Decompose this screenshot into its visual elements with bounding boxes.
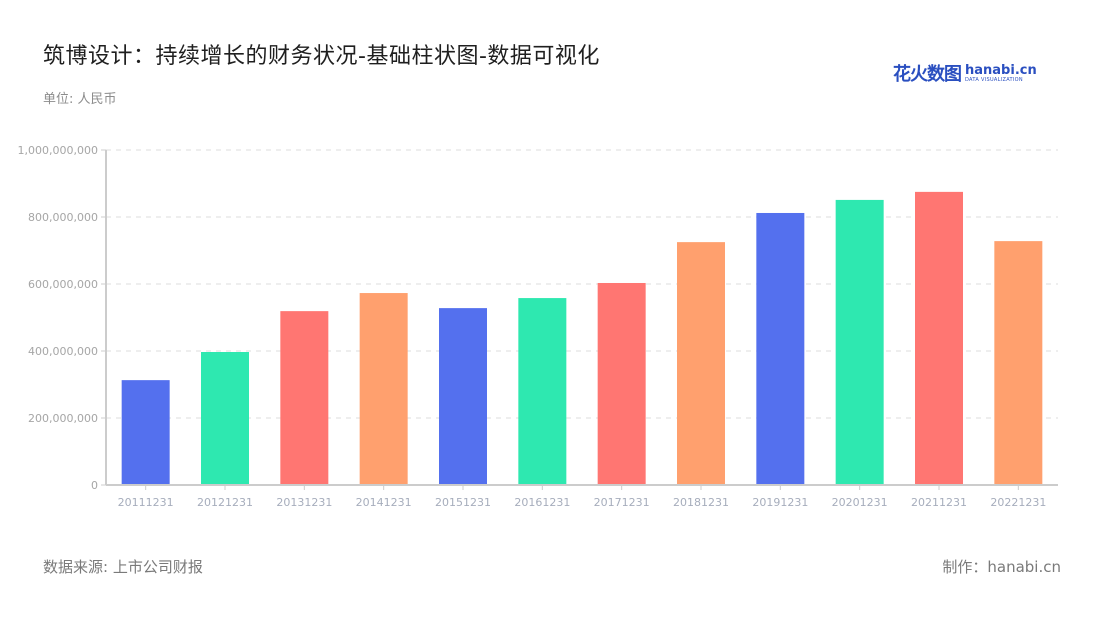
x-tick-label: 20151231 (435, 496, 491, 509)
logo-en-text: hanabi.cn (965, 62, 1037, 78)
bar (439, 308, 487, 485)
x-tick-label: 20131231 (276, 496, 332, 509)
y-tick-label: 0 (91, 479, 98, 492)
bar (280, 311, 329, 485)
gridlines (106, 149, 1058, 419)
x-tick-label: 20201231 (832, 496, 888, 509)
bar (994, 241, 1043, 485)
x-tick-label: 20211231 (911, 496, 967, 509)
x-tick-label: 20191231 (752, 496, 808, 509)
data-source: 数据来源: 上市公司财报 (43, 558, 203, 576)
x-tick-label: 20221231 (990, 496, 1046, 509)
maker-credit: 制作：hanabi.cn (942, 558, 1061, 576)
bars (121, 191, 1043, 486)
y-tick-label: 1,000,000,000 (18, 144, 98, 157)
bar (835, 199, 884, 486)
y-tick-label: 400,000,000 (28, 345, 98, 358)
bar (915, 191, 963, 485)
x-tick-label: 20181231 (673, 496, 729, 509)
bar (359, 293, 408, 485)
bar (756, 212, 805, 486)
bar (121, 380, 170, 485)
y-axis: 0 200,000,000 400,000,000 600,000,000 800,00… (18, 144, 107, 492)
bar (677, 242, 725, 485)
y-tick-label: 800,000,000 (28, 211, 98, 224)
y-tick-label: 200,000,000 (28, 412, 98, 425)
unit-label: 单位: 人民币 (43, 92, 117, 107)
y-tick-label: 600,000,000 (28, 278, 98, 291)
x-tick-label: 20121231 (197, 496, 253, 509)
x-tick-label: 20111231 (118, 496, 174, 509)
logo-en-block: hanabi.cn DATA VISUALIZATION (965, 64, 1037, 83)
chart-title: 筑博设计：持续增长的财务状况-基础柱状图-数据可视化 (43, 44, 600, 69)
x-tick-label: 20171231 (594, 496, 650, 509)
bar (201, 352, 249, 485)
bar (597, 282, 646, 485)
hanabi-logo: 花火数图 hanabi.cn DATA VISUALIZATION (893, 60, 1037, 86)
x-tick-label: 20141231 (356, 496, 412, 509)
x-tick-label: 20161231 (514, 496, 570, 509)
x-axis: 20111231 20121231 20131231 20141231 20151231… (106, 484, 1058, 509)
logo-cn-text: 花火数图 (893, 64, 962, 85)
logo-sub-text: DATA VISUALIZATION (965, 76, 1023, 83)
bar (518, 298, 567, 485)
